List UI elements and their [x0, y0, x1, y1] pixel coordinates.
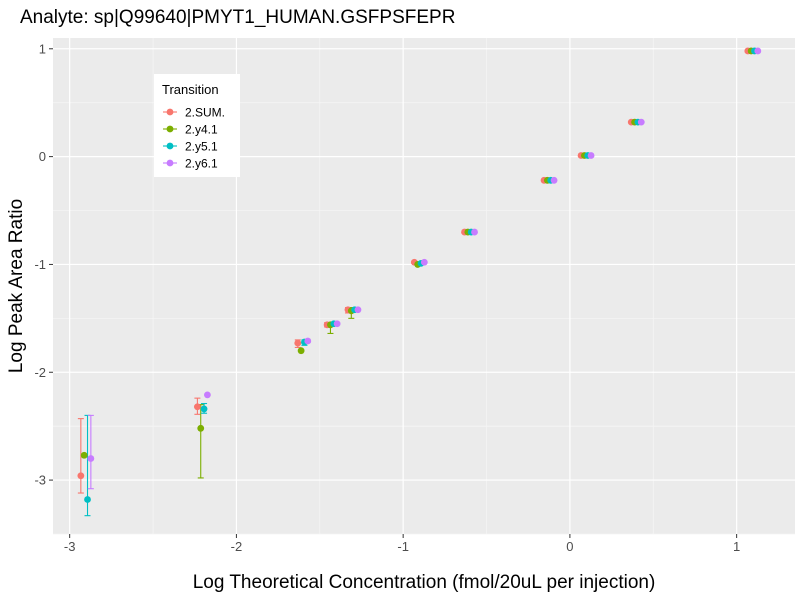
y-tick-label: 1	[39, 41, 46, 56]
y-axis-label: Log Peak Area Ratio	[6, 199, 27, 373]
data-point	[200, 405, 208, 413]
y-axis-ticks: -3 -2 -1 0 1	[34, 41, 53, 488]
data-point	[637, 118, 645, 126]
data-point	[193, 403, 201, 411]
data-point	[294, 339, 302, 347]
data-point	[204, 391, 211, 399]
data-point	[471, 228, 478, 236]
x-tick-label: 1	[733, 539, 740, 554]
y-tick-label: -1	[34, 257, 46, 272]
y-tick-label: -3	[34, 473, 46, 488]
x-tick-label: -1	[397, 539, 409, 554]
data-point	[297, 347, 305, 355]
data-point	[197, 424, 205, 432]
x-tick-label: 0	[566, 539, 573, 554]
data-point	[304, 337, 312, 345]
data-point	[354, 306, 362, 314]
legend-label: 2.SUM.	[185, 106, 225, 120]
legend-key-point	[166, 108, 174, 116]
legend-key-point	[166, 159, 174, 167]
data-point	[420, 258, 428, 266]
data-point	[87, 455, 95, 462]
data-point	[80, 451, 88, 459]
legend: Transition 2.SUM. 2.y4.1 2.y5.1 2.y6.1	[154, 74, 240, 177]
x-tick-label: -2	[231, 539, 243, 554]
data-point	[77, 472, 85, 480]
x-tick-label: -3	[64, 539, 76, 554]
x-axis-ticks: -3 -2 -1 0 1	[64, 534, 740, 554]
legend-key-point	[166, 125, 174, 133]
legend-title: Transition	[162, 82, 219, 97]
legend-label: 2.y4.1	[185, 123, 218, 137]
data-point	[754, 47, 762, 55]
legend-label: 2.y5.1	[185, 140, 218, 154]
data-points	[77, 47, 762, 503]
legend-key-point	[166, 142, 174, 150]
x-axis-label: Log Theoretical Concentration (fmol/20uL…	[193, 572, 656, 593]
chart-title: Analyte: sp|Q99640|PMYT1_HUMAN.GSFPSFEPR	[20, 7, 455, 28]
y-tick-label: -2	[34, 365, 46, 380]
data-point	[550, 176, 558, 184]
data-point	[84, 496, 91, 503]
data-point	[587, 152, 595, 159]
legend-label: 2.y6.1	[185, 157, 218, 171]
y-tick-label: 0	[39, 149, 46, 164]
legend-keys: 2.SUM. 2.y4.1 2.y5.1 2.y6.1	[163, 106, 225, 171]
legend-box	[154, 74, 240, 177]
data-point	[333, 320, 341, 328]
